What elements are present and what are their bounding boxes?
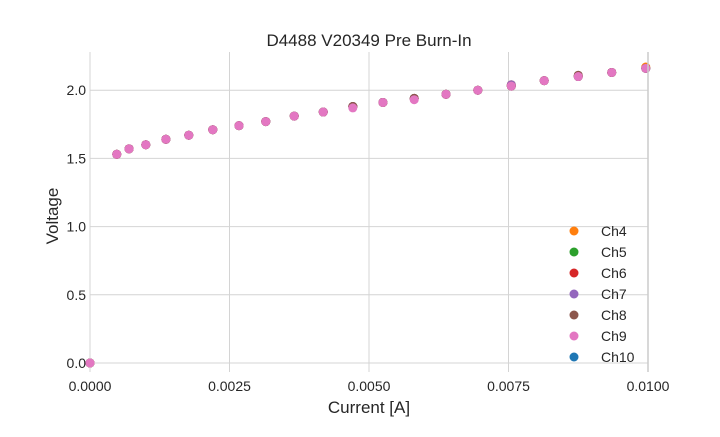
legend-label: Ch4 [601,223,627,239]
legend-label: Ch6 [601,265,627,281]
x-tick-label: 0.0100 [627,378,670,394]
data-point [289,111,299,121]
legend-item: Ch7 [569,286,627,302]
x-axis-label: Current [A] [328,398,410,417]
data-point [539,76,549,86]
legend-item: Ch9 [569,328,627,344]
legend-marker [569,226,579,236]
y-axis-label: Voltage [43,188,62,245]
series-ch9 [85,63,651,368]
legend-marker [569,331,579,341]
data-points [85,62,651,368]
data-point [112,149,122,159]
x-tick-label: 0.0025 [208,378,251,394]
legend-marker [569,289,579,299]
data-point [261,117,271,127]
data-point [573,72,583,82]
data-point [141,140,151,150]
legend-item: Ch6 [569,265,627,281]
legend-marker [569,247,579,257]
legend-label: Ch8 [601,307,627,323]
data-point [124,144,134,154]
legend-label: Ch7 [601,286,627,302]
legend-item: Ch8 [569,307,627,323]
grid [89,52,649,372]
legend-label: Ch9 [601,328,627,344]
legend-marker [569,352,579,362]
legend-marker [569,268,579,278]
y-tick-label: 1.0 [67,219,87,235]
y-tick-label: 1.5 [67,150,87,166]
data-point [85,358,95,368]
legend-item: Ch10 [569,349,635,365]
legend-item: Ch4 [569,223,627,239]
data-point [208,125,218,135]
legend-label: Ch10 [601,349,635,365]
data-point [409,95,419,105]
data-point [607,67,617,77]
legend-marker [569,310,579,320]
data-point [473,85,483,95]
data-point [184,130,194,140]
x-tick-label: 0.0050 [348,378,391,394]
x-tick-label: 0.0000 [69,378,112,394]
legend-label: Ch5 [601,244,627,260]
legend: Ch4 Ch5 Ch6 Ch7 Ch8 Ch9 Ch10 [569,223,635,365]
data-point [441,89,451,99]
y-tick-label: 2.0 [67,82,87,98]
data-point [348,103,358,113]
data-point [506,81,516,91]
x-tick-label: 0.0075 [487,378,530,394]
ticks: 0.0000 0.0025 0.0050 0.0075 0.0100 0.0 0.5 1.0 1… [67,82,670,394]
data-point [234,121,244,131]
legend-item: Ch5 [569,244,627,260]
data-point [318,107,328,117]
data-point [641,63,651,73]
y-tick-label: 0.0 [67,355,87,371]
chart-title: D4488 V20349 Pre Burn-In [266,31,471,50]
data-point [378,97,388,107]
data-point [161,134,171,144]
y-tick-label: 0.5 [67,287,87,303]
